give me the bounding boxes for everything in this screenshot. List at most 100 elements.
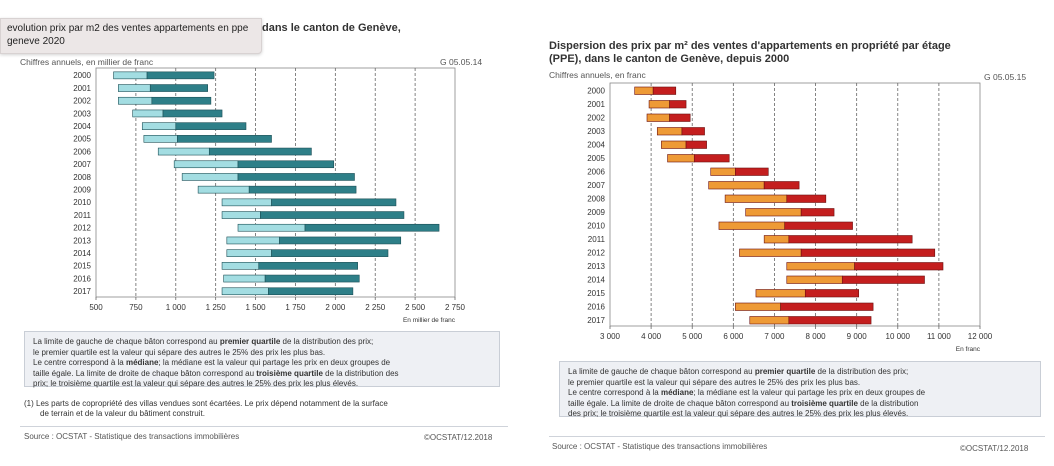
- y-category-label: 2004: [587, 141, 605, 150]
- bar-upper-quartile: [149, 84, 208, 92]
- note-text: des prix; le troisième quartile est la v…: [568, 409, 909, 418]
- right-chart-panel: Dispersion des prix par m² des ventes d'…: [540, 0, 1054, 466]
- left-chart-subtitle: Chiffres annuels, en millier de franc: [20, 57, 154, 67]
- bar-upper-quartile: [800, 208, 835, 217]
- y-category-label: 2014: [73, 249, 91, 258]
- y-category-label: 2002: [587, 114, 605, 123]
- bar-upper-quartile: [800, 248, 936, 257]
- x-unit-label: En franc: [956, 346, 981, 353]
- y-category-label: 2006: [587, 168, 605, 177]
- y-category-label: 2001: [587, 100, 605, 109]
- y-category-label: 2000: [73, 71, 91, 80]
- x-tick-label: 750: [129, 303, 143, 312]
- y-category-label: 2016: [587, 303, 605, 312]
- bar-lower-quartile: [749, 316, 790, 325]
- left-chart-title: dans le canton de Genève,: [262, 22, 401, 34]
- bar-upper-quartile: [652, 86, 677, 95]
- tooltip-text: evolution prix par m2 des ventes apparte…: [7, 23, 249, 47]
- bar-upper-quartile: [681, 127, 705, 136]
- bar-lower-quartile: [143, 135, 178, 143]
- bar-lower-quartile: [724, 194, 788, 203]
- bar-upper-quartile: [237, 173, 355, 181]
- note-text: taille égale. La limite de droite de cha…: [568, 398, 792, 408]
- y-category-label: 2017: [73, 287, 91, 296]
- bar-lower-quartile: [197, 185, 250, 194]
- bar-lower-quartile: [237, 223, 306, 232]
- bar-upper-quartile: [841, 275, 925, 284]
- note-text: de la distribution des: [322, 368, 399, 378]
- bar-upper-quartile: [162, 109, 223, 118]
- y-category-label: 2012: [73, 224, 91, 233]
- bar-lower-quartile: [661, 140, 687, 149]
- bar-upper-quartile: [279, 236, 402, 245]
- bar-upper-quartile: [271, 249, 389, 257]
- x-tick-label: 6 000: [723, 332, 744, 341]
- bar-upper-quartile: [151, 96, 212, 105]
- bar-upper-quartile: [735, 167, 769, 176]
- y-category-label: 2010: [73, 198, 91, 207]
- y-category-label: 2016: [73, 274, 91, 283]
- search-suggestion-tooltip[interactable]: evolution prix par m2 des ventes apparte…: [0, 18, 262, 54]
- bar-lower-quartile: [786, 275, 843, 284]
- bar-lower-quartile: [118, 96, 153, 105]
- bar-upper-quartile: [804, 289, 860, 298]
- bar-lower-quartile: [718, 221, 786, 230]
- note-bold: médiane: [125, 358, 159, 367]
- right-explanation-note: La limite de gauche de chaque bâton corr…: [559, 361, 1041, 418]
- x-tick-label: 5 000: [682, 332, 703, 341]
- bar-lower-quartile: [735, 302, 781, 311]
- y-category-label: 2009: [587, 208, 605, 217]
- bar-upper-quartile: [788, 235, 913, 244]
- left-divider: [20, 426, 508, 427]
- x-tick-label: 2 500: [405, 303, 426, 312]
- bar-lower-quartile: [221, 262, 260, 270]
- x-tick-label: 2 750: [445, 303, 466, 312]
- bar-upper-quartile: [780, 302, 874, 311]
- bar-upper-quartile: [788, 316, 872, 325]
- bar-lower-quartile: [173, 160, 239, 169]
- y-category-label: 2008: [73, 173, 91, 182]
- left-footnote-1: (1) Les parts de copropriété des villas …: [24, 399, 388, 408]
- x-unit-label: En millier de franc: [403, 317, 456, 324]
- bar-lower-quartile: [739, 248, 802, 257]
- note-text: taille égale. La limite de droite de cha…: [33, 368, 257, 378]
- plot-frame: [95, 67, 456, 298]
- y-category-label: 2006: [73, 147, 91, 156]
- bar-lower-quartile: [745, 208, 802, 217]
- x-tick-label: 8 000: [806, 332, 827, 341]
- bar-upper-quartile: [854, 262, 944, 271]
- note-text: Le centre correspond à la: [568, 388, 661, 397]
- left-quartile-chart: 500 750 1 000 1 250 1 500 1 750 2 000 2 250 2 50…: [73, 67, 466, 324]
- note-text: La limite de gauche de chaque bâton corr…: [33, 337, 220, 346]
- note-bold: premier quartile: [219, 337, 281, 346]
- y-category-label: 2005: [73, 135, 91, 144]
- bar-upper-quartile: [258, 262, 358, 270]
- note-bold: troisième quartile: [256, 368, 323, 378]
- bar-lower-quartile: [141, 122, 177, 130]
- x-tick-label: 1 250: [206, 303, 227, 312]
- bar-lower-quartile: [221, 211, 261, 219]
- bar-upper-quartile: [271, 198, 397, 207]
- bar-upper-quartile: [248, 185, 357, 194]
- y-category-label: 2005: [587, 154, 605, 163]
- bar-upper-quartile: [264, 274, 360, 283]
- y-category-label: 2001: [73, 84, 91, 93]
- bar-lower-quartile: [118, 84, 151, 92]
- x-tick-label: 4 000: [641, 332, 662, 341]
- x-tick-label: 2 250: [365, 303, 386, 312]
- bar-upper-quartile: [237, 160, 335, 169]
- y-category-label: 2007: [73, 160, 91, 169]
- right-chart-title-line2: (PPE), dans le canton de Genève, depuis …: [549, 53, 790, 65]
- x-tick-label: 1 750: [285, 303, 306, 312]
- note-text: le premier quartile est la valeur qui sé…: [33, 347, 326, 357]
- y-category-label: 2003: [587, 127, 605, 136]
- x-tick-label: 10 000: [886, 332, 911, 341]
- y-category-label: 2013: [73, 236, 91, 245]
- y-category-label: 2017: [587, 316, 605, 325]
- x-tick-label: 12 000: [968, 332, 993, 341]
- bar-lower-quartile: [786, 262, 855, 271]
- note-text: prix; le troisième quartile est la valeu…: [33, 379, 359, 388]
- y-category-label: 2013: [587, 262, 605, 271]
- y-category-label: 2015: [587, 289, 605, 298]
- x-tick-label: 1 500: [246, 303, 267, 312]
